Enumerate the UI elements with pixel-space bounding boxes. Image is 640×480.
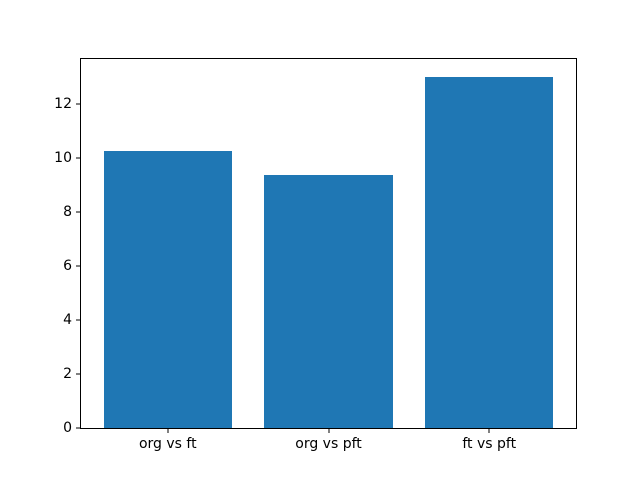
plot-area: org vs ft org vs pft ft vs pft 0 2 4 6 8 10 12 xyxy=(54,58,577,451)
y-tick-mark xyxy=(76,319,81,321)
bar-org-vs-pft xyxy=(264,175,393,428)
y-tick-mark xyxy=(76,157,81,159)
y-tick-mark xyxy=(76,265,81,267)
y-tick-mark xyxy=(76,373,81,375)
y-tick-label-10: 10 xyxy=(54,149,72,166)
x-tick-label-ft-vs-pft: ft vs pft xyxy=(462,436,517,452)
y-tick-label-0: 0 xyxy=(63,420,72,436)
y-tick-mark xyxy=(76,103,81,105)
y-tick-label-2: 2 xyxy=(63,365,72,382)
x-tick-mark xyxy=(488,428,490,433)
x-tick-label-org-vs-pft: org vs pft xyxy=(295,436,362,452)
y-tick-label-8: 8 xyxy=(63,203,72,220)
x-tick-mark xyxy=(328,428,329,433)
y-tick-label-4: 4 xyxy=(63,311,72,328)
x-tick-label-org-vs-ft: org vs ft xyxy=(138,436,197,452)
x-tick-mark xyxy=(167,428,169,433)
bar-ft-vs-pft xyxy=(424,76,554,428)
y-tick-mark xyxy=(76,211,81,213)
bar-org-vs-ft xyxy=(103,150,233,428)
y-tick-mark xyxy=(76,427,81,429)
y-tick-label-12: 12 xyxy=(54,95,72,112)
y-tick-label-6: 6 xyxy=(63,257,72,274)
